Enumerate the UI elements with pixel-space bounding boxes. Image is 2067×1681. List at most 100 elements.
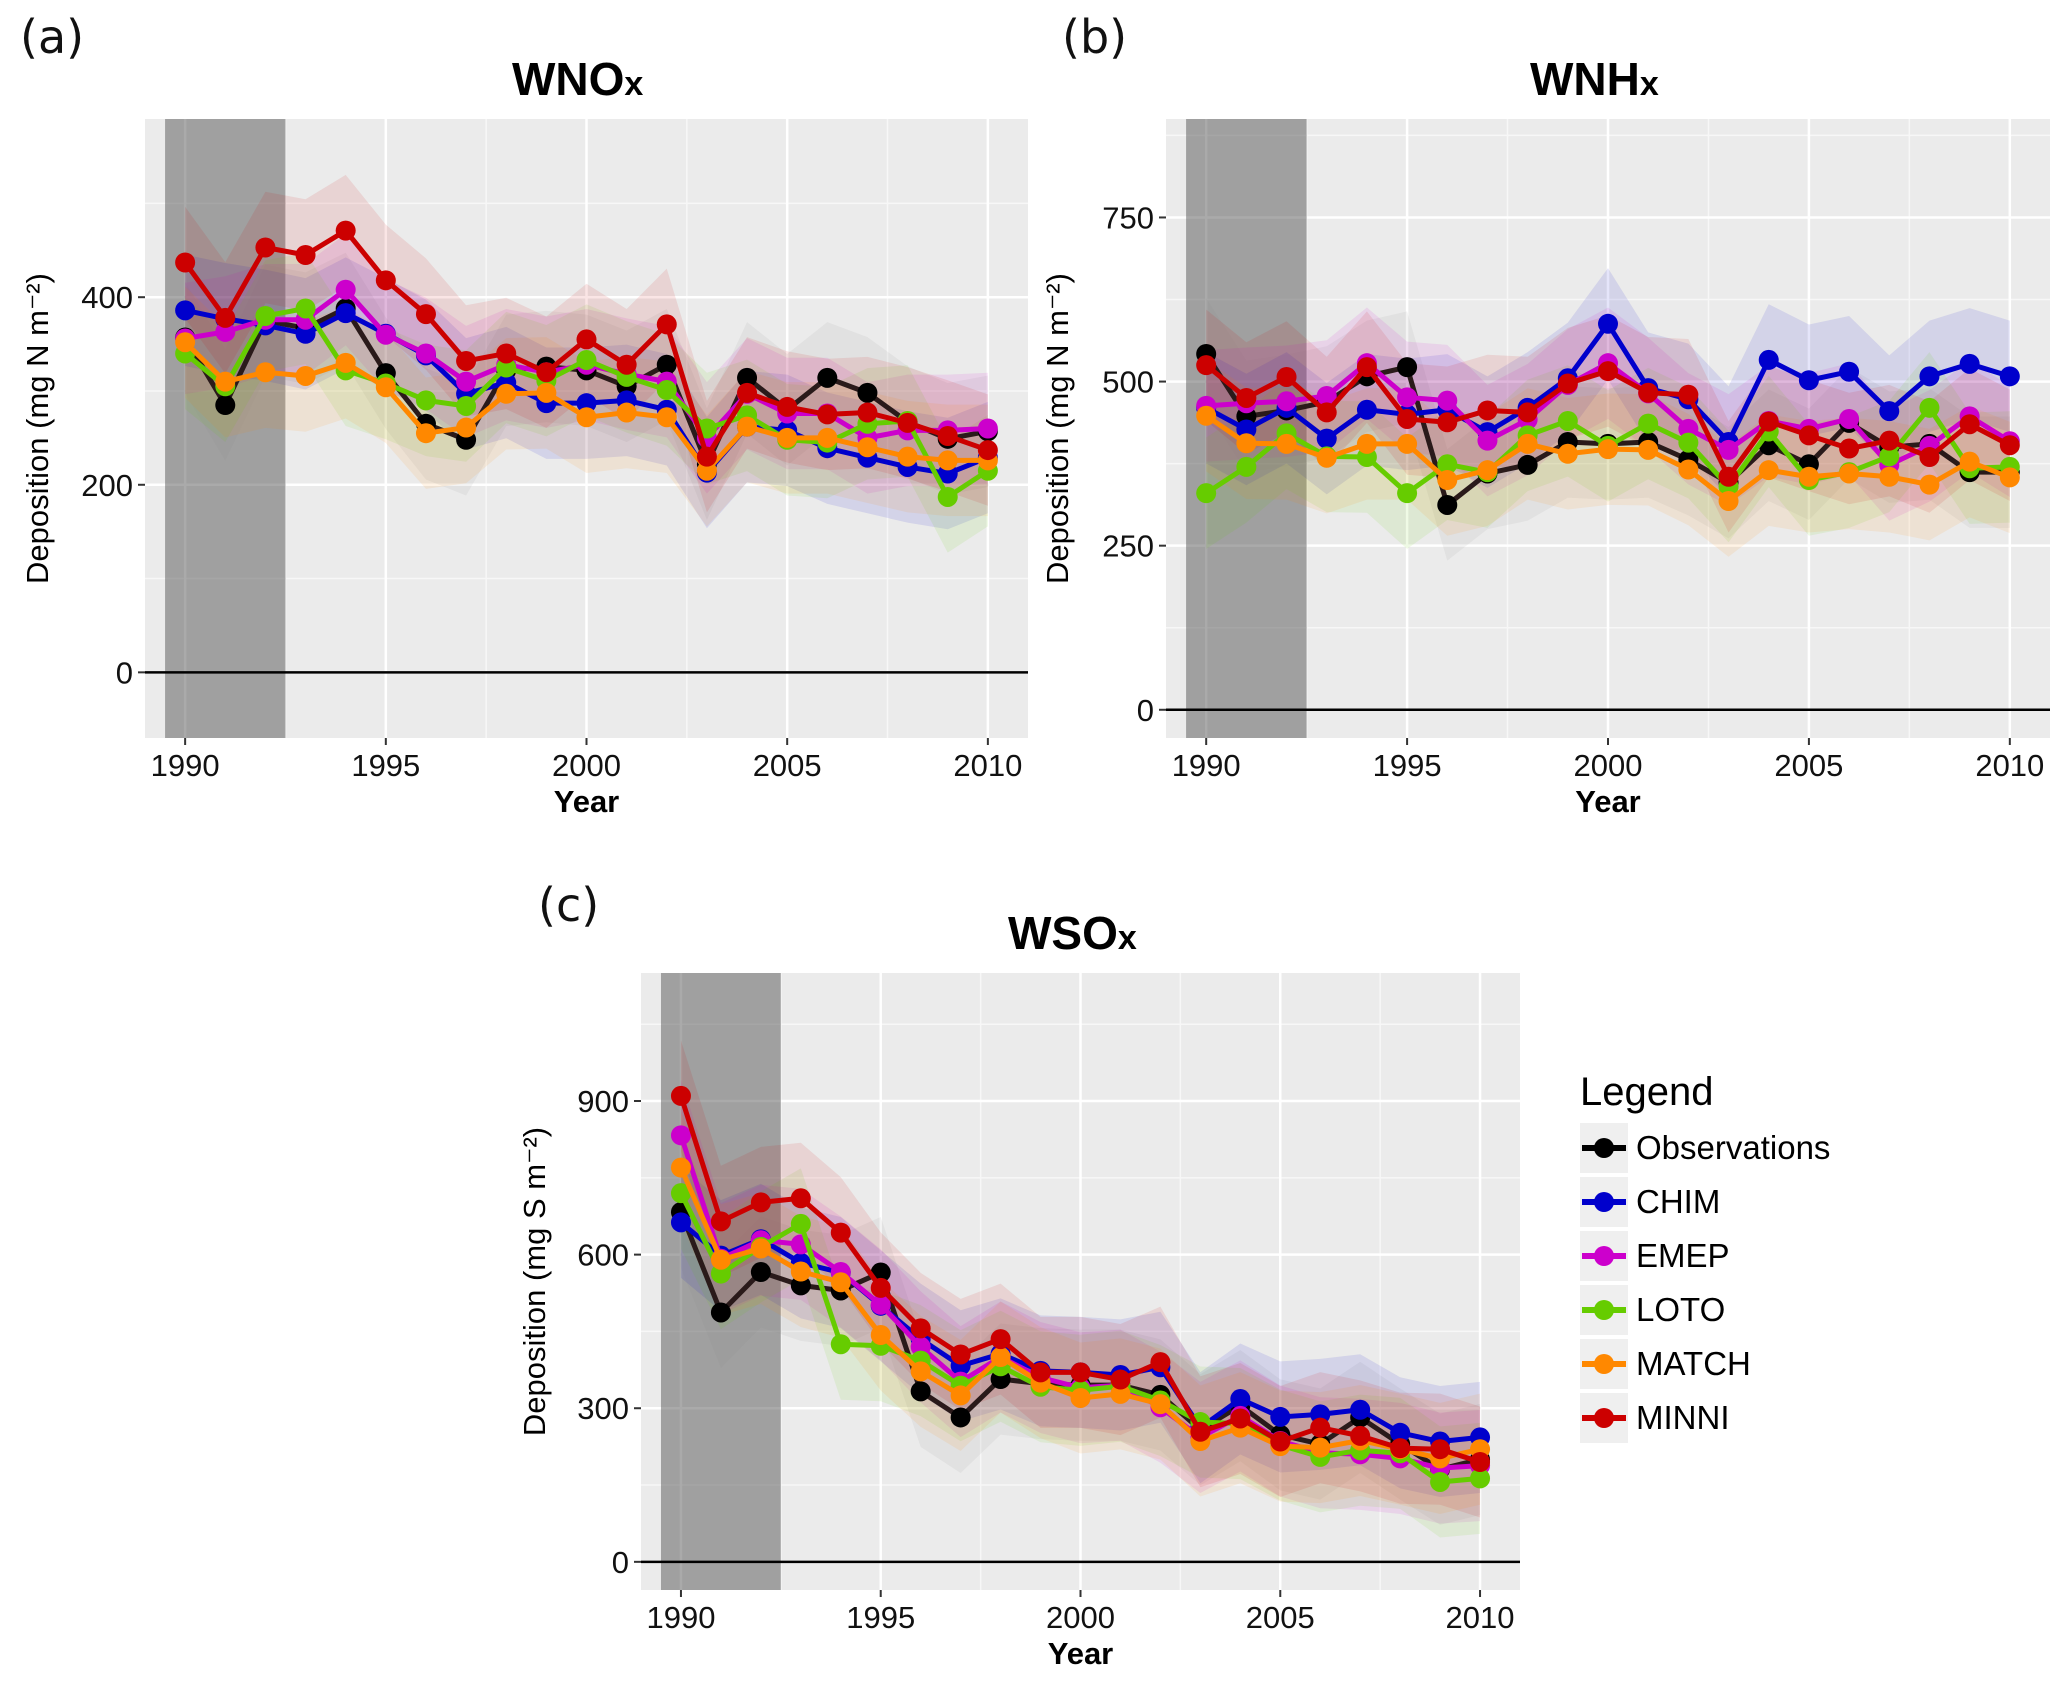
- data-point-minni: [1879, 430, 1900, 451]
- data-point-observations: [857, 382, 878, 403]
- data-point-minni: [817, 404, 838, 425]
- data-point-match: [215, 371, 236, 392]
- data-point-minni: [1557, 373, 1578, 394]
- data-point-match: [1879, 466, 1900, 487]
- x-tick-label: 1990: [151, 748, 220, 783]
- data-point-match: [1999, 467, 2020, 488]
- data-point-minni: [255, 237, 276, 258]
- data-point-observations: [1437, 494, 1458, 515]
- data-point-minni: [335, 220, 356, 241]
- data-point-match: [616, 402, 637, 423]
- data-point-chim: [175, 300, 196, 321]
- data-point-observations: [790, 1275, 811, 1296]
- data-point-loto: [670, 1183, 691, 1204]
- data-point-minni: [670, 1085, 691, 1106]
- legend-label: MINNI: [1636, 1399, 1730, 1436]
- data-point-match: [737, 416, 758, 437]
- chart-panel-c: 0 300 600 900 1990 1995 2000 2005 2010 Year Deposi…: [517, 973, 1520, 1671]
- data-point-match: [817, 427, 838, 448]
- shaded-period: [165, 119, 286, 738]
- legend-label: CHIM: [1636, 1183, 1721, 1220]
- legend-label: LOTO: [1636, 1291, 1726, 1328]
- x-tick-label: 2005: [1246, 1600, 1315, 1635]
- data-point-minni: [897, 412, 918, 433]
- legend-item-loto: LOTO: [1580, 1283, 1830, 1337]
- data-point-emep: [1397, 387, 1418, 408]
- data-point-loto: [1196, 483, 1217, 504]
- x-tick-label: 1990: [646, 1600, 715, 1635]
- ribbon-minni: [680, 1040, 1481, 1518]
- x-axis-title: Year: [1575, 784, 1641, 819]
- data-point-minni: [1070, 1362, 1091, 1383]
- chart-title-c: WSOx: [1008, 906, 1137, 960]
- chart-title-b-main: WNH: [1530, 53, 1640, 105]
- data-point-match: [576, 407, 597, 428]
- data-point-minni: [1350, 1425, 1371, 1446]
- data-point-match: [1310, 1437, 1331, 1458]
- y-axis-title: Deposition (mg N m⁻²): [20, 273, 55, 584]
- data-point-match: [335, 352, 356, 373]
- y-tick-label: 200: [81, 468, 133, 503]
- data-point-observations: [737, 367, 758, 388]
- y-tick-label: 0: [1137, 693, 1154, 728]
- x-tick-label: 2000: [1046, 1600, 1115, 1635]
- data-point-loto: [576, 350, 597, 371]
- data-point-loto: [1470, 1468, 1491, 1489]
- chart-title-b-sub: x: [1639, 65, 1659, 103]
- data-point-match: [696, 460, 717, 481]
- data-point-emep: [1678, 418, 1699, 439]
- data-point-minni: [696, 446, 717, 467]
- chart-title-a: WNOx: [512, 52, 643, 106]
- data-point-minni: [737, 382, 758, 403]
- data-point-minni: [1598, 361, 1618, 382]
- legend-title: Legend: [1580, 1070, 1714, 1114]
- data-point-minni: [656, 314, 677, 335]
- data-point-match: [1557, 443, 1578, 464]
- data-point-emep: [1276, 391, 1297, 412]
- data-point-loto: [937, 486, 958, 507]
- data-point-minni: [215, 307, 236, 328]
- data-point-match: [777, 427, 798, 448]
- data-point-match: [750, 1238, 771, 1259]
- data-point-minni: [857, 402, 878, 423]
- y-axis-title: Deposition (mg S m⁻²): [517, 1127, 552, 1436]
- data-point-minni: [1190, 1421, 1211, 1442]
- data-point-loto: [656, 380, 677, 401]
- x-axis-title: Year: [554, 784, 620, 819]
- data-point-minni: [910, 1318, 931, 1339]
- data-point-emep: [870, 1294, 891, 1315]
- x-axis-title: Year: [1048, 1636, 1114, 1671]
- data-point-match: [456, 417, 477, 438]
- data-point-match: [295, 365, 316, 386]
- chart-title-c-main: WSO: [1008, 907, 1118, 959]
- data-point-minni: [1390, 1438, 1411, 1459]
- data-point-minni: [1310, 1417, 1331, 1438]
- data-point-chim: [1798, 370, 1819, 391]
- legend-key-icon: [1580, 1123, 1628, 1173]
- data-point-match: [790, 1261, 811, 1282]
- data-point-minni: [415, 304, 436, 325]
- data-point-minni: [1397, 408, 1418, 429]
- data-point-match: [950, 1385, 971, 1406]
- data-point-match: [536, 382, 557, 403]
- data-point-loto: [1557, 410, 1578, 431]
- data-point-loto: [496, 357, 517, 378]
- panel-label-b: (b): [1062, 10, 1128, 64]
- data-point-minni: [710, 1211, 731, 1232]
- data-point-chim: [1839, 361, 1860, 382]
- data-point-observations: [710, 1302, 731, 1323]
- data-point-chim: [1350, 1399, 1371, 1420]
- data-point-minni: [456, 350, 477, 371]
- data-point-minni: [750, 1192, 771, 1213]
- data-point-loto: [830, 1334, 851, 1355]
- chart-panel-b: 0 250 500 750 1990 1995 2000 2005 2010 Year Deposi…: [1040, 119, 2050, 819]
- data-point-minni: [1999, 435, 2020, 456]
- legend-item-match: MATCH: [1580, 1337, 1830, 1391]
- data-point-observations: [817, 367, 838, 388]
- legend-item-minni: MINNI: [1580, 1391, 1830, 1445]
- data-point-minni: [1470, 1451, 1491, 1472]
- data-point-minni: [1230, 1408, 1251, 1429]
- data-point-match: [1919, 474, 1940, 495]
- data-point-minni: [1430, 1439, 1451, 1460]
